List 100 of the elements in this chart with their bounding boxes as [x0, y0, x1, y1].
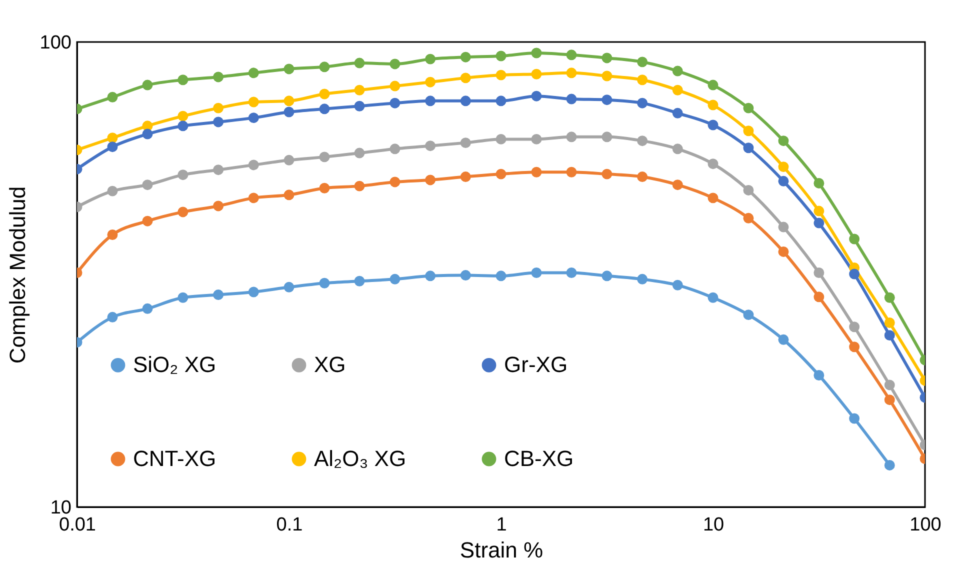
- x-axis-title: Strain %: [460, 538, 544, 562]
- point: [672, 66, 683, 76]
- point: [390, 274, 400, 284]
- point: [248, 68, 259, 78]
- point: [178, 110, 188, 122]
- point: [319, 88, 330, 100]
- point: [107, 142, 118, 152]
- point: [319, 62, 330, 72]
- point: [319, 152, 330, 162]
- point: [213, 116, 224, 128]
- point: [637, 74, 648, 86]
- point: [672, 84, 683, 96]
- point: [672, 280, 683, 290]
- point: [496, 50, 506, 62]
- point: [566, 50, 577, 60]
- point: [284, 282, 294, 292]
- point: [425, 270, 436, 282]
- point: [496, 168, 506, 180]
- point: [849, 268, 860, 280]
- point: [390, 80, 400, 92]
- point: [672, 108, 683, 118]
- point: [390, 58, 400, 70]
- point: [566, 94, 577, 104]
- point: [743, 212, 754, 224]
- x-tick-label: 10: [702, 514, 724, 536]
- point: [107, 92, 118, 102]
- point: [849, 342, 860, 352]
- point: [460, 96, 471, 106]
- point: [531, 90, 542, 102]
- point: [284, 190, 294, 200]
- point: [178, 170, 188, 180]
- point: [778, 136, 789, 146]
- legend-label: XG: [314, 352, 346, 378]
- point: [884, 318, 895, 328]
- point: [672, 144, 683, 154]
- point: [743, 184, 754, 196]
- point: [531, 268, 542, 278]
- point: [602, 132, 612, 142]
- point: [107, 230, 118, 240]
- point: [849, 413, 860, 424]
- point: [213, 102, 224, 114]
- point: [602, 270, 612, 282]
- x-tick-label: 1: [496, 514, 507, 536]
- point: [566, 68, 577, 78]
- point: [425, 140, 436, 152]
- point: [284, 64, 294, 74]
- point: [354, 148, 365, 158]
- point: [248, 160, 259, 170]
- point: [354, 58, 365, 68]
- point: [390, 144, 400, 154]
- y-axis-title: Complex Modulud: [4, 186, 30, 364]
- point: [460, 172, 471, 182]
- point: [884, 394, 895, 406]
- point: [213, 72, 224, 82]
- point: [884, 292, 895, 303]
- point: [107, 132, 118, 144]
- point: [531, 68, 542, 80]
- point: [319, 278, 330, 288]
- point: [142, 180, 153, 190]
- point: [354, 100, 365, 112]
- legend-label: Gr-XG: [504, 352, 568, 378]
- point: [814, 218, 824, 228]
- point: [354, 276, 365, 286]
- point: [814, 178, 824, 188]
- point: [814, 206, 824, 216]
- legend-label: Al₂O₃ XG: [314, 446, 406, 471]
- point: [178, 292, 188, 303]
- point: [849, 234, 860, 244]
- point: [284, 154, 294, 166]
- point: [178, 120, 188, 132]
- point: [637, 172, 648, 182]
- point: [107, 312, 118, 322]
- point: [778, 222, 789, 232]
- point: [566, 166, 577, 178]
- legend-label: CNT-XG: [133, 446, 216, 471]
- point: [213, 200, 224, 212]
- point: [425, 76, 436, 88]
- point: [248, 96, 259, 108]
- point: [248, 286, 259, 298]
- point: [142, 80, 153, 90]
- point: [743, 102, 754, 114]
- point: [390, 176, 400, 188]
- point: [778, 162, 789, 172]
- point: [248, 192, 259, 204]
- point: [708, 120, 718, 130]
- point: [743, 310, 754, 320]
- point: [142, 216, 153, 226]
- point: [637, 56, 648, 68]
- point: [319, 104, 330, 114]
- point: [460, 270, 471, 281]
- point: [708, 158, 718, 170]
- point: [178, 74, 188, 86]
- x-tick-label: 100: [910, 514, 942, 536]
- point: [672, 180, 683, 190]
- point: [354, 180, 365, 192]
- point: [708, 292, 718, 303]
- point: [460, 72, 471, 84]
- point: [884, 330, 895, 341]
- point: [496, 134, 506, 144]
- point: [602, 168, 612, 180]
